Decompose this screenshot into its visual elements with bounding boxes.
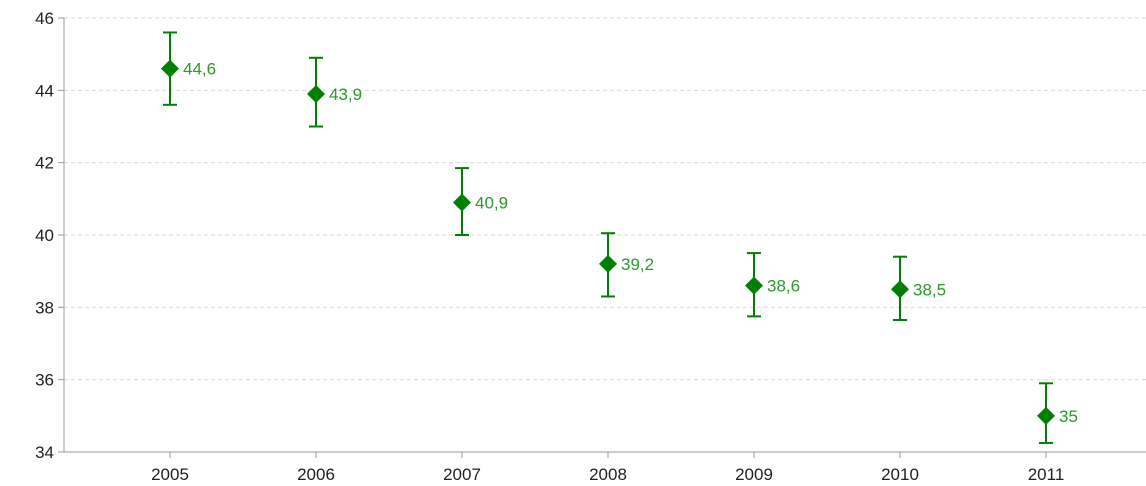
x-axis-ticks: 2005 2006 2007 2008 2009 2010 2011 (151, 452, 1064, 484)
data-label: 38,5 (913, 280, 946, 299)
diamond-marker (453, 193, 471, 212)
x-tick-label: 2010 (881, 465, 919, 484)
x-tick-label: 2007 (443, 465, 481, 484)
data-label: 44,6 (183, 60, 216, 79)
data-point-2005: 44,6 (161, 31, 216, 106)
data-label: 39,2 (621, 255, 654, 274)
y-tick-label: 42 (35, 154, 54, 173)
data-point-2009: 38,6 (745, 252, 800, 318)
y-tick-label: 38 (35, 298, 54, 317)
data-point-2006: 43,9 (307, 56, 362, 128)
data-label: 43,9 (329, 85, 362, 104)
y-tick-label: 40 (35, 226, 54, 245)
x-tick-label: 2009 (735, 465, 773, 484)
data-point-2007: 40,9 (453, 167, 508, 236)
diamond-marker (307, 84, 325, 103)
data-label: 38,6 (767, 277, 800, 296)
data-label: 40,9 (475, 193, 508, 212)
x-tick-label: 2006 (297, 465, 335, 484)
y-tick-label: 44 (35, 81, 54, 100)
diamond-marker (599, 254, 617, 273)
diamond-marker (891, 280, 909, 299)
x-tick-label: 2008 (589, 465, 627, 484)
x-tick-label: 2011 (1028, 465, 1065, 484)
y-tick-label: 46 (35, 9, 54, 28)
data-point-2010: 38,5 (891, 255, 946, 321)
x-tick-label: 2005 (151, 465, 189, 484)
y-tick-label: 34 (35, 443, 54, 462)
diamond-marker (745, 276, 763, 295)
gridlines (64, 17, 1146, 381)
data-points: 44,6 43,9 40,9 39,2 38,6 38,5 35 (161, 31, 1078, 444)
data-point-2011: 35 (1037, 382, 1078, 444)
y-axis-ticks: 34 36 38 40 42 44 46 (35, 9, 64, 462)
data-label: 35 (1059, 407, 1078, 426)
y-tick-label: 36 (35, 371, 54, 390)
diamond-marker (1037, 406, 1055, 425)
data-point-2008: 39,2 (599, 232, 654, 298)
diamond-marker (161, 59, 179, 78)
